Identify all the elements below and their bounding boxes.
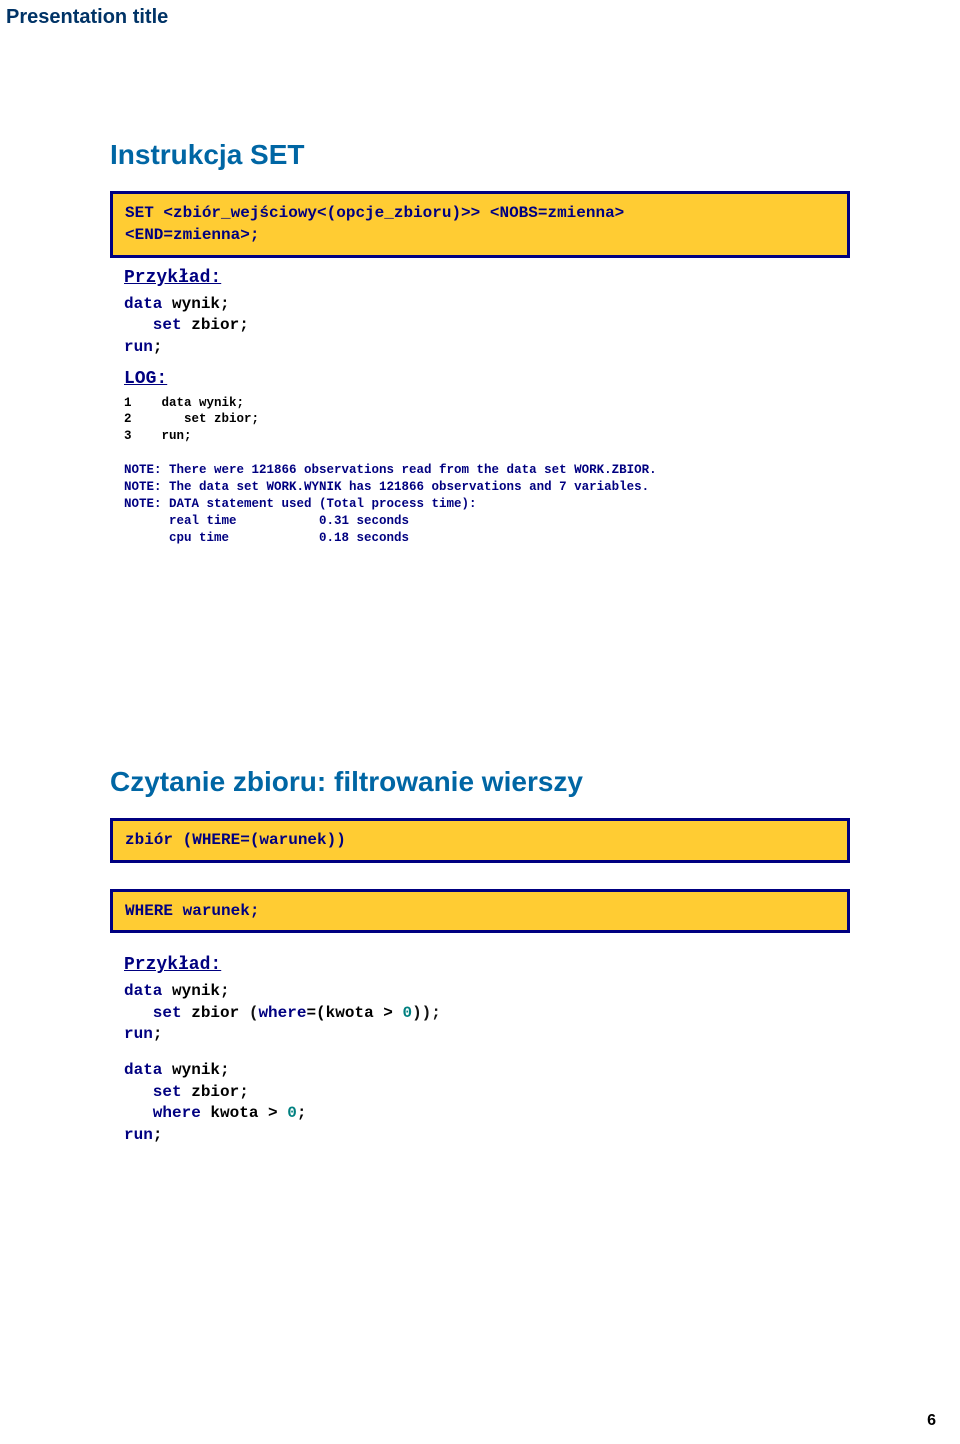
ex2b-semi: ; (297, 1104, 307, 1122)
ex2a-p2: )); (412, 1004, 441, 1022)
ex2a-runsemi: ; (153, 1025, 163, 1043)
ex2b-zbior: zbior; (182, 1083, 249, 1101)
example-code-2b: data wynik; set zbior; where kwota > 0; … (124, 1060, 850, 1146)
ex2b-where: where (124, 1104, 201, 1122)
kw-set: set (124, 316, 182, 334)
example-code-2a: data wynik; set zbior (where=(kwota > 0)… (124, 981, 850, 1046)
log-label: LOG: (124, 369, 850, 389)
slide-2: Czytanie zbioru: filtrowanie wierszy zbi… (70, 736, 890, 1196)
syntax-box-where-option: zbiór (WHERE=(warunek)) (110, 818, 850, 862)
kw-data: data (124, 295, 162, 313)
id-wynik: wynik; (162, 295, 229, 313)
example-label-1: Przykład: (124, 268, 850, 288)
slide-1: Instrukcja SET SET <zbiór_wejściowy<(opc… (70, 109, 890, 596)
page-number: 6 (927, 1412, 936, 1430)
semi-run: ; (153, 338, 163, 356)
ex2b-set: set (124, 1083, 182, 1101)
ex2a-set: set (124, 1004, 182, 1022)
page: Presentation title Instrukcja SET SET <z… (0, 0, 960, 1444)
log-notes: NOTE: There were 121866 observations rea… (124, 463, 657, 545)
log-code-lines: 1 data wynik; 2 set zbior; 3 run; (124, 396, 259, 444)
slide-1-title: Instrukcja SET (110, 139, 850, 171)
ex2a-p1: ( (249, 1004, 259, 1022)
ex2b-run: run (124, 1126, 153, 1144)
ex2a-data: data (124, 982, 162, 1000)
spacer (110, 869, 850, 879)
ex2a-zbior: zbior (182, 1004, 249, 1022)
ex2b-rest: kwota > (201, 1104, 287, 1122)
ex2b-wynik: wynik; (162, 1061, 229, 1079)
syntax2-line-1: zbiór (WHERE=(warunek)) (125, 831, 346, 849)
ex2b-data: data (124, 1061, 162, 1079)
example-code-1: data wynik; set zbior; run; (124, 294, 850, 359)
syntax2-line-2: WHERE warunek; (125, 902, 259, 920)
ex2b-num: 0 (287, 1104, 297, 1122)
example-label-2: Przykład: (124, 955, 850, 975)
ex2a-eq: =(kwota > (306, 1004, 402, 1022)
syntax-line-1: SET <zbiór_wejściowy<(opcje_zbioru)>> <N… (125, 204, 624, 222)
ex2a-where: where (258, 1004, 306, 1022)
page-header: Presentation title (0, 0, 960, 29)
syntax-box-set: SET <zbiór_wejściowy<(opcje_zbioru)>> <N… (110, 191, 850, 258)
ex2a-wynik: wynik; (162, 982, 229, 1000)
id-zbior: zbior; (182, 316, 249, 334)
ex2b-runsemi: ; (153, 1126, 163, 1144)
kw-run: run (124, 338, 153, 356)
ex2a-run: run (124, 1025, 153, 1043)
ex2a-num: 0 (402, 1004, 412, 1022)
syntax-line-2: <END=zmienna>; (125, 226, 259, 244)
slide-2-title: Czytanie zbioru: filtrowanie wierszy (110, 766, 850, 798)
syntax-box-where-stmt: WHERE warunek; (110, 889, 850, 933)
log-output: 1 data wynik; 2 set zbior; 3 run; NOTE: … (124, 395, 850, 547)
